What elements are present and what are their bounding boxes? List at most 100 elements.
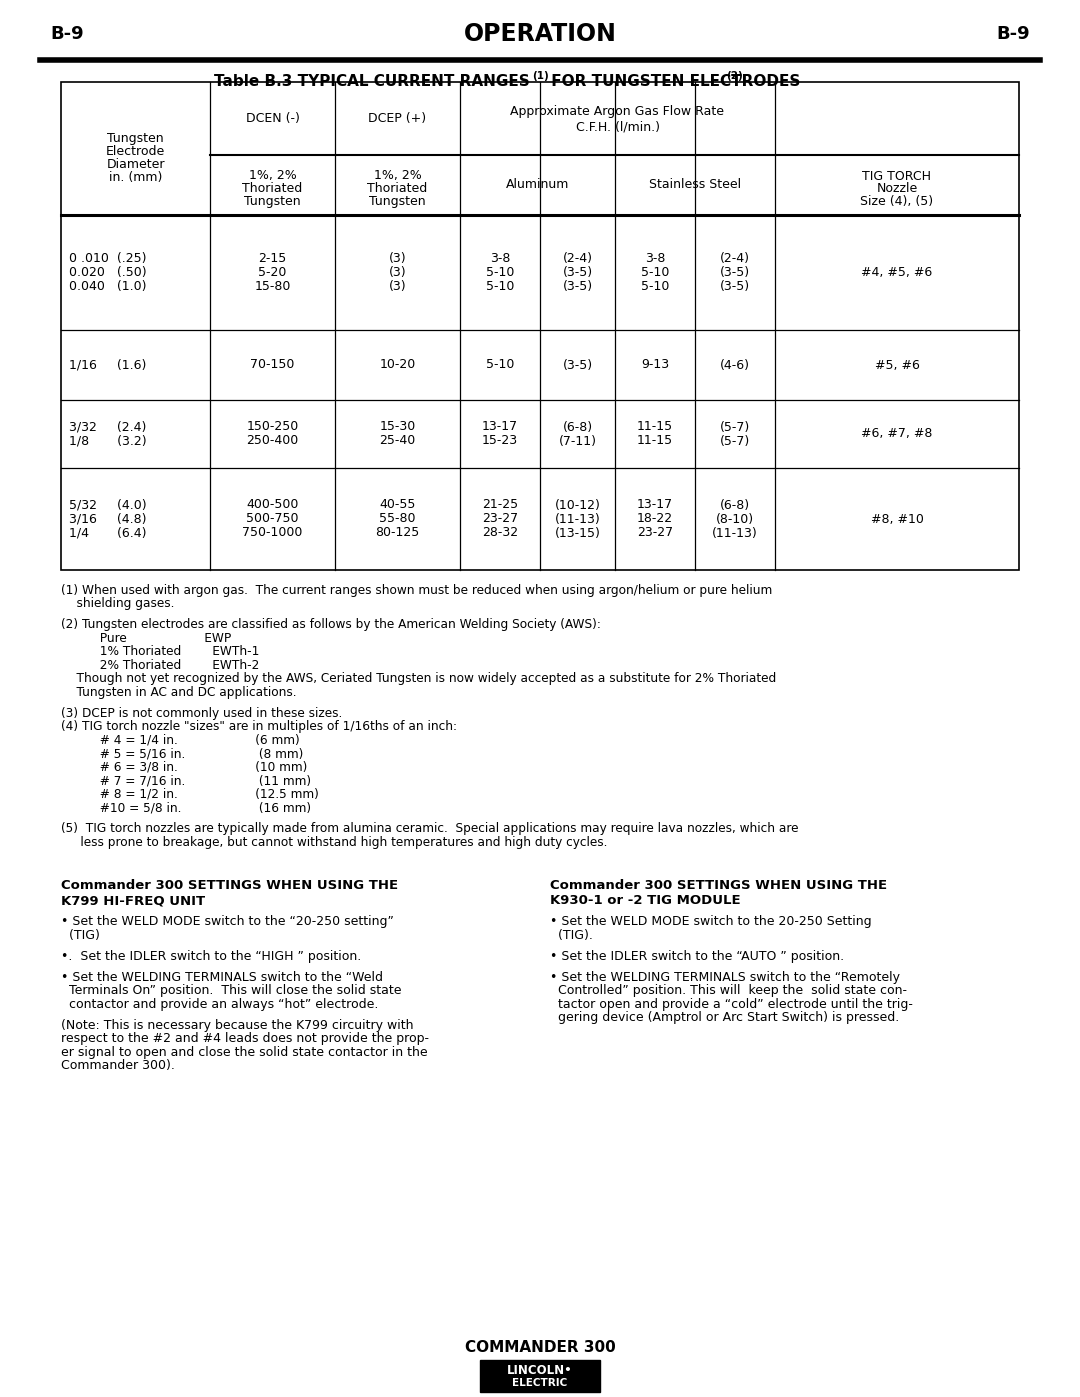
Text: #10 = 5/8 in.                    (16 mm): #10 = 5/8 in. (16 mm)	[60, 802, 311, 814]
Text: 3-8: 3-8	[645, 251, 665, 265]
Text: COMMANDER 300: COMMANDER 300	[464, 1340, 616, 1355]
Text: 5-10: 5-10	[640, 279, 670, 293]
Text: (4) TIG torch nozzle "sizes" are in multiples of 1/16ths of an inch:: (4) TIG torch nozzle "sizes" are in mult…	[60, 721, 457, 733]
Text: Commander 300).: Commander 300).	[60, 1059, 175, 1071]
Text: K799 HI-FREQ UNIT: K799 HI-FREQ UNIT	[60, 894, 205, 907]
Text: (3): (3)	[389, 279, 406, 293]
Text: FOR TUNGSTEN ELECTRODES: FOR TUNGSTEN ELECTRODES	[546, 74, 800, 88]
Text: 28-32: 28-32	[482, 527, 518, 539]
Text: Controlled” position. This will  keep the  solid state con-: Controlled” position. This will keep the…	[550, 983, 907, 997]
Text: (TIG).: (TIG).	[550, 929, 593, 942]
Text: (7-11): (7-11)	[558, 434, 596, 447]
Text: Nozzle: Nozzle	[876, 183, 918, 196]
Text: (5-7): (5-7)	[720, 420, 751, 433]
Text: • Set the WELDING TERMINALS switch to the “Remotely: • Set the WELDING TERMINALS switch to th…	[550, 971, 900, 983]
Text: • Set the WELD MODE switch to the 20-250 Setting: • Set the WELD MODE switch to the 20-250…	[550, 915, 872, 928]
Text: TIG TORCH: TIG TORCH	[863, 169, 931, 183]
Text: er signal to open and close the solid state contactor in the: er signal to open and close the solid st…	[60, 1045, 428, 1059]
Text: 18-22: 18-22	[637, 513, 673, 525]
Text: Tungsten in AC and DC applications.: Tungsten in AC and DC applications.	[60, 686, 297, 698]
Text: 5-10: 5-10	[486, 279, 514, 293]
Text: (3): (3)	[389, 265, 406, 279]
Text: 750-1000: 750-1000	[242, 527, 302, 539]
Text: shielding gases.: shielding gases.	[60, 598, 174, 610]
Text: (2-4): (2-4)	[563, 251, 593, 265]
Text: 1/8       (3.2): 1/8 (3.2)	[69, 434, 147, 447]
Text: 1/4       (6.4): 1/4 (6.4)	[69, 527, 147, 539]
Text: Table B.3 TYPICAL CURRENT RANGES: Table B.3 TYPICAL CURRENT RANGES	[214, 74, 530, 88]
Text: (1) When used with argon gas.  The current ranges shown must be reduced when usi: (1) When used with argon gas. The curren…	[60, 584, 772, 597]
Text: DCEN (-): DCEN (-)	[245, 112, 299, 124]
Text: (10-12): (10-12)	[554, 499, 600, 511]
Text: # 5 = 5/16 in.                   (8 mm): # 5 = 5/16 in. (8 mm)	[60, 747, 303, 760]
Text: Thoriated: Thoriated	[242, 183, 302, 196]
Text: Diameter: Diameter	[106, 158, 165, 170]
Text: tactor open and provide a “cold” electrode until the trig-: tactor open and provide a “cold” electro…	[550, 997, 913, 1010]
Text: 0.020   (.50): 0.020 (.50)	[69, 265, 147, 279]
Text: 25-40: 25-40	[379, 434, 416, 447]
Text: B-9: B-9	[997, 25, 1030, 42]
Text: K930-1 or -2 TIG MODULE: K930-1 or -2 TIG MODULE	[550, 894, 741, 907]
Text: Commander 300 SETTINGS WHEN USING THE: Commander 300 SETTINGS WHEN USING THE	[60, 879, 399, 893]
Text: 15-23: 15-23	[482, 434, 518, 447]
Text: (2-4): (2-4)	[720, 251, 750, 265]
Text: less prone to breakage, but cannot withstand high temperatures and high duty cyc: less prone to breakage, but cannot withs…	[60, 835, 607, 849]
Text: 21-25: 21-25	[482, 499, 518, 511]
Text: (6-8): (6-8)	[720, 499, 751, 511]
Text: • Set the WELDING TERMINALS switch to the “Weld: • Set the WELDING TERMINALS switch to th…	[60, 971, 383, 983]
Text: # 7 = 7/16 in.                   (11 mm): # 7 = 7/16 in. (11 mm)	[60, 774, 311, 788]
Text: Approximate Argon Gas Flow Rate: Approximate Argon Gas Flow Rate	[511, 105, 725, 117]
Text: (6-8): (6-8)	[563, 420, 593, 433]
Text: LINCOLN•: LINCOLN•	[508, 1363, 572, 1376]
Text: (4-6): (4-6)	[720, 359, 750, 372]
Text: 5/32     (4.0): 5/32 (4.0)	[69, 499, 147, 511]
Text: 11-15: 11-15	[637, 434, 673, 447]
Text: 23-27: 23-27	[482, 513, 518, 525]
Text: 15-80: 15-80	[254, 279, 291, 293]
Text: (Note: This is necessary because the K799 circuitry with: (Note: This is necessary because the K79…	[60, 1018, 414, 1031]
Text: (5)  TIG torch nozzles are typically made from alumina ceramic.  Special applica: (5) TIG torch nozzles are typically made…	[60, 823, 798, 835]
Text: 1/16     (1.6): 1/16 (1.6)	[69, 359, 147, 372]
Bar	[480, 1361, 600, 1391]
Text: 70-150: 70-150	[251, 359, 295, 372]
Text: # 6 = 3/8 in.                    (10 mm): # 6 = 3/8 in. (10 mm)	[60, 761, 308, 774]
Bar	[60, 82, 1020, 570]
Text: (3-5): (3-5)	[720, 265, 751, 279]
Text: Tungsten: Tungsten	[369, 196, 426, 208]
Text: #8, #10: #8, #10	[870, 513, 923, 525]
Text: 55-80: 55-80	[379, 513, 416, 525]
Text: respect to the #2 and #4 leads does not provide the prop-: respect to the #2 and #4 leads does not …	[60, 1032, 429, 1045]
Text: C.F.H. (l/min.): C.F.H. (l/min.)	[576, 120, 660, 133]
Text: contactor and provide an always “hot” electrode.: contactor and provide an always “hot” el…	[60, 997, 378, 1010]
Text: (8-10): (8-10)	[716, 513, 754, 525]
Text: Size (4), (5): Size (4), (5)	[861, 196, 933, 208]
Text: 3/32     (2.4): 3/32 (2.4)	[69, 420, 147, 433]
Text: in. (mm): in. (mm)	[109, 170, 162, 184]
Text: Thoriated: Thoriated	[367, 183, 428, 196]
Text: 1% Thoriated        EWTh-1: 1% Thoriated EWTh-1	[60, 645, 259, 658]
Text: 5-20: 5-20	[258, 265, 286, 279]
Text: 1%, 2%: 1%, 2%	[374, 169, 421, 183]
Text: 150-250: 150-250	[246, 420, 299, 433]
Text: #5, #6: #5, #6	[875, 359, 919, 372]
Text: (TIG): (TIG)	[60, 929, 99, 942]
Text: 15-30: 15-30	[379, 420, 416, 433]
Text: 23-27: 23-27	[637, 527, 673, 539]
Text: 13-17: 13-17	[482, 420, 518, 433]
Text: 400-500: 400-500	[246, 499, 299, 511]
Text: (3) DCEP is not commonly used in these sizes.: (3) DCEP is not commonly used in these s…	[60, 707, 342, 719]
Text: •.  Set the IDLER switch to the “HIGH ” position.: •. Set the IDLER switch to the “HIGH ” p…	[60, 950, 361, 963]
Text: 5-10: 5-10	[640, 265, 670, 279]
Text: 0.040   (1.0): 0.040 (1.0)	[69, 279, 147, 293]
Text: (2) Tungsten electrodes are classified as follows by the American Welding Societ: (2) Tungsten electrodes are classified a…	[60, 619, 600, 631]
Text: (3-5): (3-5)	[563, 279, 593, 293]
Text: Stainless Steel: Stainless Steel	[649, 179, 741, 191]
Text: 500-750: 500-750	[246, 513, 299, 525]
Text: ELECTRIC: ELECTRIC	[512, 1377, 568, 1389]
Text: 5-10: 5-10	[486, 265, 514, 279]
Text: 80-125: 80-125	[376, 527, 420, 539]
Text: 3-8: 3-8	[490, 251, 510, 265]
Text: • Set the WELD MODE switch to the “20-250 setting”: • Set the WELD MODE switch to the “20-25…	[60, 915, 394, 928]
Text: # 4 = 1/4 in.                    (6 mm): # 4 = 1/4 in. (6 mm)	[60, 733, 300, 747]
Text: OPERATION: OPERATION	[463, 21, 617, 46]
